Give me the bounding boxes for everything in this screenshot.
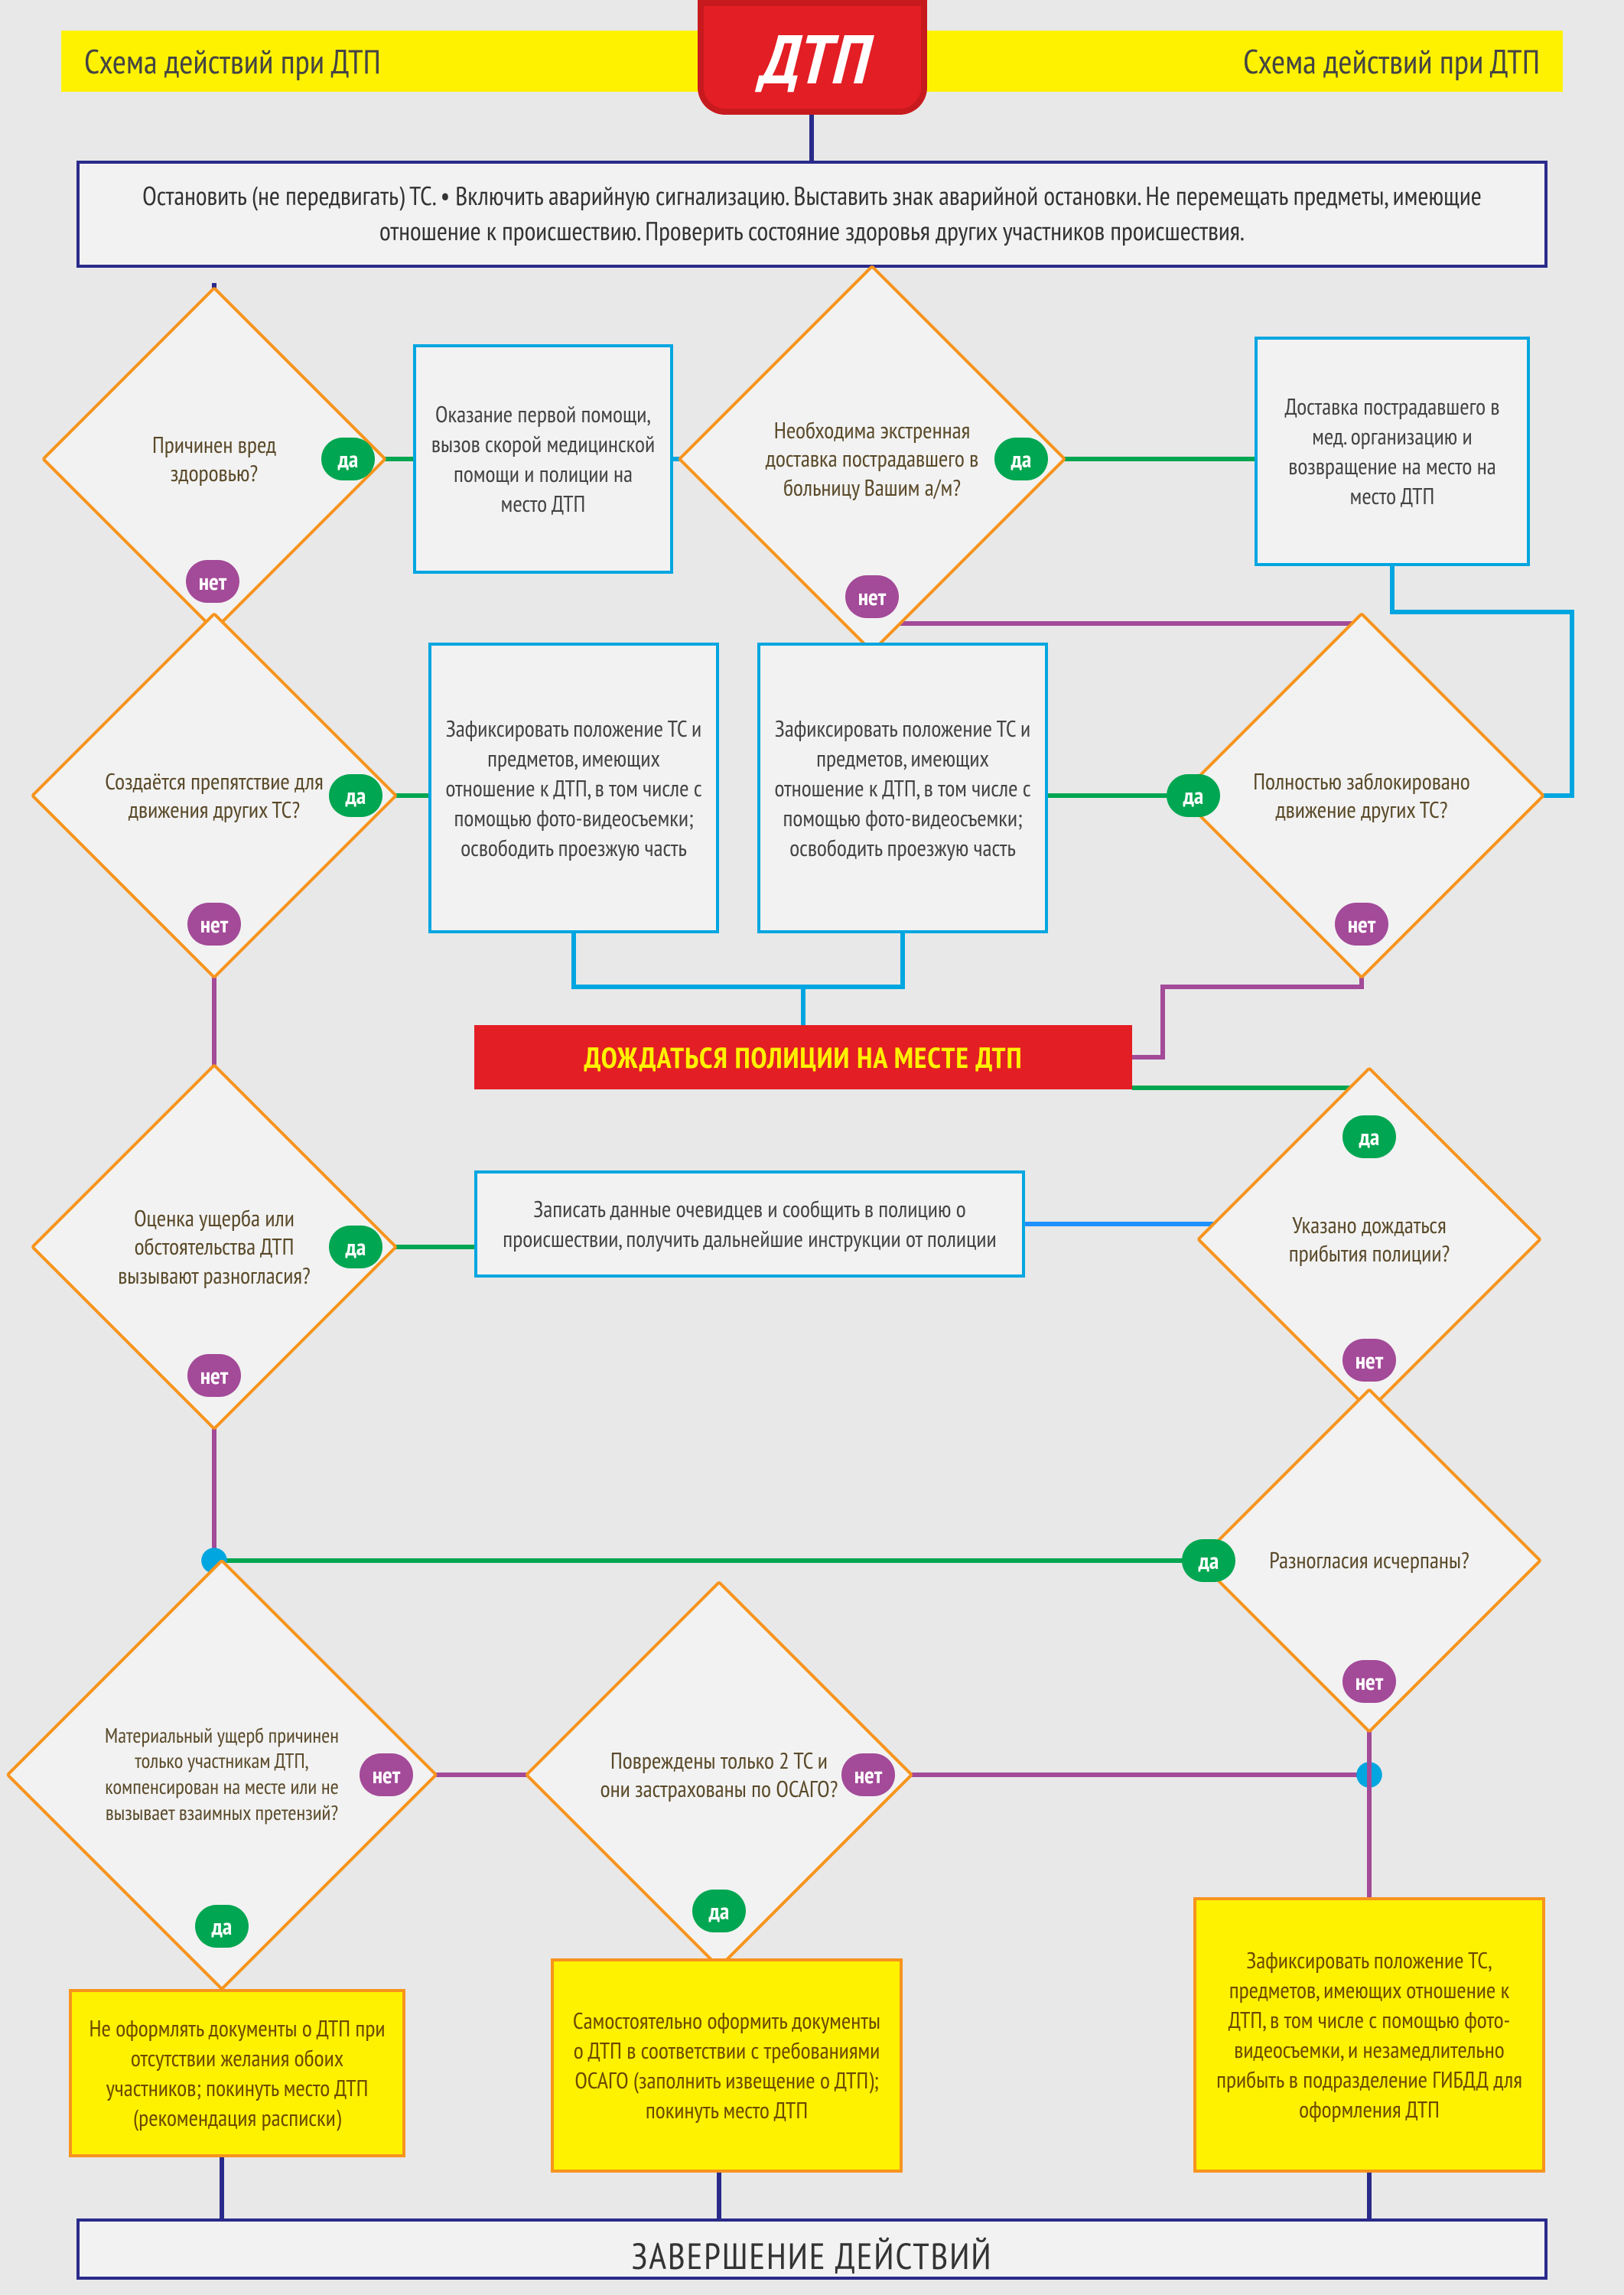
pill-no: нет: [187, 903, 241, 946]
pill-yes: да: [994, 438, 1048, 480]
decision-disagreements-resolved: Разногласия исчерпаны?: [1247, 1438, 1492, 1683]
process-record-and-clear-2: Зафиксировать положение ТС и предметов, …: [757, 643, 1048, 933]
process-first-aid: Оказание первой помощи, вызов скорой мед…: [413, 344, 673, 574]
pill-yes: да: [1182, 1539, 1235, 1582]
process-text: Оказание первой помощи, вызов скорой мед…: [430, 399, 656, 519]
pill-yes: да: [329, 774, 382, 817]
decision-health-damage: Причинен вред здоровью?: [92, 337, 337, 581]
pill-no: нет: [187, 1354, 241, 1397]
process-hospital-delivery: Доставка пострадавшего в мед. организаци…: [1255, 337, 1530, 566]
decision-label: Материальный ущерб причинен только участ…: [69, 1724, 375, 1827]
decision-two-osago-vehicles: Повреждены только 2 ТС и они застрахован…: [581, 1637, 857, 1912]
result-text: Самостоятельно оформить документы о ДТП …: [568, 2006, 886, 2125]
pill-no: нет: [1342, 1660, 1396, 1703]
process-record-and-clear-1: Зафиксировать положение ТС и предметов, …: [428, 643, 719, 933]
decision-label: Полностью заблокировано движение других …: [1232, 767, 1492, 825]
start-text: Остановить (не передвигать) ТС. • Включи…: [142, 179, 1482, 248]
end-bar: ЗАВЕРШЕНИЕ ДЕЙСТВИЙ: [76, 2218, 1548, 2280]
decision-label: Создаётся препятствие для движения други…: [84, 767, 344, 825]
dtp-badge: ДТП: [698, 0, 927, 115]
decision-urgent-transport: Необходима экстренная доставка пострадав…: [734, 321, 1010, 597]
pill-yes: да: [692, 1890, 746, 1932]
decision-label: Разногласия исчерпаны?: [1252, 1546, 1486, 1575]
dtp-badge-label: ДТП: [757, 13, 867, 103]
flowchart-canvas: Схема действий при ДТП Схема действий пр…: [0, 0, 1624, 2295]
pill-no: нет: [1335, 903, 1388, 946]
decision-material-only: Материальный ущерб причинен только участ…: [69, 1622, 375, 1928]
result-goto-gibdd: Зафиксировать положение ТС, предметов, и…: [1193, 1897, 1545, 2173]
decision-fully-blocked: Полностью заблокировано движение других …: [1232, 666, 1492, 926]
police-text: ДОЖДАТЬСЯ ПОЛИЦИИ НА МЕСТЕ ДТП: [584, 1039, 1023, 1076]
pill-no: нет: [360, 1753, 413, 1796]
pill-yes: да: [1342, 1115, 1396, 1158]
process-text: Зафиксировать положение ТС и предметов, …: [445, 714, 702, 863]
process-text: Записать данные очевидцев и сообщить в п…: [491, 1194, 1008, 1254]
pill-yes: да: [329, 1226, 382, 1268]
decision-label: Оценка ущерба или обстоятельства ДТП выз…: [84, 1204, 344, 1291]
police-wait-bar: ДОЖДАТЬСЯ ПОЛИЦИИ НА МЕСТЕ ДТП: [474, 1025, 1132, 1089]
pill-no: нет: [841, 1753, 895, 1796]
result-text: Зафиксировать положение ТС, предметов, и…: [1210, 1945, 1528, 2124]
process-text: Доставка пострадавшего в мед. организаци…: [1271, 392, 1513, 511]
pill-yes: да: [321, 438, 375, 480]
result-self-osago: Самостоятельно оформить документы о ДТП …: [551, 1958, 903, 2173]
decision-obstacle-created: Создаётся препятствие для движения други…: [84, 666, 344, 926]
process-text: Зафиксировать положение ТС и предметов, …: [774, 714, 1031, 863]
pill-yes: да: [1167, 774, 1220, 817]
pill-no: нет: [1342, 1339, 1396, 1382]
decision-label: Необходима экстренная доставка пострадав…: [734, 416, 1010, 503]
result-text: Не оформлять документы о ДТП при отсутст…: [86, 2013, 389, 2133]
pill-no: нет: [186, 560, 239, 603]
decision-label: Указано дождаться прибытия полиции?: [1247, 1211, 1492, 1268]
result-no-documents: Не оформлять документы о ДТП при отсутст…: [69, 1989, 405, 2157]
start-box: Остановить (не передвигать) ТС. • Включи…: [76, 161, 1548, 268]
pill-no: нет: [845, 575, 899, 618]
end-text: ЗАВЕРШЕНИЕ ДЕЙСТВИЙ: [631, 2232, 992, 2280]
decision-label: Повреждены только 2 ТС и они застрахован…: [581, 1746, 857, 1804]
decision-label: Причинен вред здоровью?: [92, 431, 337, 488]
decision-disagreements: Оценка ущерба или обстоятельства ДТП выз…: [84, 1117, 344, 1377]
pill-yes: да: [195, 1905, 249, 1948]
process-witnesses-police-call: Записать данные очевидцев и сообщить в п…: [474, 1170, 1025, 1278]
